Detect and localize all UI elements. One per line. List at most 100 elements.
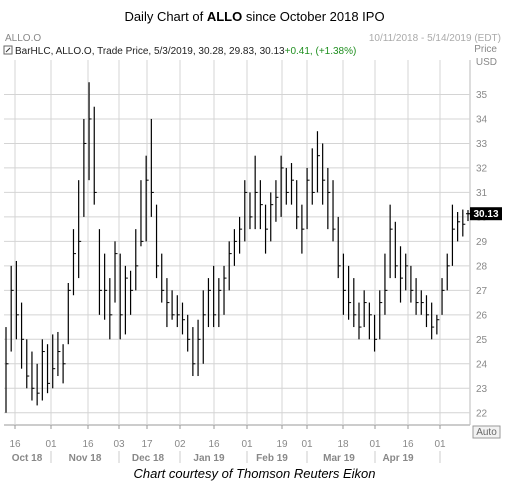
x-day-label: 18: [337, 439, 349, 450]
hlc-bar: [72, 229, 76, 296]
hlc-bar: [36, 363, 40, 406]
currency-label: USD: [476, 57, 497, 68]
hlc-bar: [394, 221, 398, 279]
hlc-bar: [327, 167, 331, 230]
hlc-bar: [197, 319, 201, 377]
hlc-bar: [431, 302, 435, 340]
legend-series-icon: [5, 47, 11, 53]
title-suffix: since October 2018 IPO: [242, 9, 385, 24]
y-tick-label: 27: [476, 286, 488, 297]
hlc-bar: [415, 278, 419, 315]
hlc-bar: [161, 253, 165, 303]
hlc-bar: [441, 278, 445, 315]
x-month-label: Apr 19: [382, 453, 414, 464]
hlc-bar: [373, 314, 378, 352]
x-month-label: Oct 18: [12, 453, 43, 464]
x-day-label: 01: [369, 439, 381, 450]
auto-scale-label: Auto: [476, 427, 497, 438]
chart-title: Daily Chart of ALLO since October 2018 I…: [0, 9, 509, 24]
title-ticker: ALLO: [206, 9, 243, 24]
hlc-bar: [31, 351, 35, 401]
x-day-label: 01: [45, 439, 57, 450]
hlc-bar: [296, 180, 300, 230]
hlc-bar: [322, 143, 326, 205]
y-tick-label: 24: [476, 359, 488, 370]
hlc-bar: [425, 295, 429, 328]
legend-change: +0.41, (+1.38%): [285, 46, 357, 57]
x-month-label: Mar 19: [323, 453, 355, 464]
hlc-bar: [93, 106, 97, 205]
hlc-bar: [348, 265, 352, 320]
hlc-bar: [129, 270, 134, 315]
hlc-bar: [280, 155, 284, 217]
x-day-label: 16: [402, 439, 414, 450]
hlc-bar: [368, 302, 372, 340]
date-range: 10/11/2018 - 5/14/2019 (EDT): [369, 33, 501, 44]
hlc-bar: [306, 167, 310, 230]
hlc-bar: [399, 246, 404, 303]
price-bars: [5, 82, 471, 413]
hlc-bar: [10, 265, 14, 352]
x-day-label: 17: [141, 439, 153, 450]
hlc-bar: [187, 314, 191, 352]
svg-text:BarHLC, ALLO.O, Trade Price, 5: BarHLC, ALLO.O, Trade Price, 5/3/2019, 3…: [15, 46, 356, 57]
hlc-bar: [52, 334, 56, 389]
hlc-bar: [337, 216, 341, 279]
chart-grid: [4, 60, 471, 426]
hlc-bar: [98, 229, 102, 315]
hlc-bar: [83, 118, 87, 217]
hlc-bar: [109, 278, 113, 340]
x-month-label: Dec 18: [132, 453, 165, 464]
hlc-bar: [20, 302, 25, 369]
hlc-bar: [218, 278, 222, 328]
hlc-bar: [213, 265, 217, 328]
x-month-label: Nov 18: [69, 453, 102, 464]
hlc-bar: [384, 253, 388, 315]
hlc-bar: [405, 253, 409, 291]
hlc-bar: [301, 204, 305, 254]
x-day-label: 16: [208, 439, 220, 450]
y-tick-label: 32: [476, 163, 488, 174]
hlc-bar: [311, 148, 315, 205]
y-tick-label: 33: [476, 139, 488, 150]
x-day-label: 01: [241, 439, 253, 450]
hlc-bar: [62, 344, 66, 384]
x-day-label: 02: [174, 439, 186, 450]
hlc-bar: [171, 290, 175, 320]
last-price-badge: [470, 207, 502, 221]
y-tick-label: 29: [476, 237, 488, 248]
chart-caption: Chart courtesy of Thomson Reuters Eikon: [133, 466, 376, 481]
hlc-bar: [353, 278, 357, 328]
x-month-label: Jan 19: [193, 453, 225, 464]
hlc-bar: [389, 204, 393, 279]
auto-scale-button[interactable]: [472, 425, 501, 439]
hlc-bar: [228, 241, 232, 291]
y-tick-label: 25: [476, 335, 488, 346]
hlc-bar: [332, 180, 336, 242]
x-month-label: Feb 19: [256, 453, 288, 464]
hlc-bar: [5, 327, 9, 413]
hlc-bar: [264, 204, 269, 254]
y-tick-label: 35: [476, 90, 488, 101]
last-price-value: 30.13: [473, 209, 498, 220]
y-tick-label: 31: [476, 188, 488, 199]
legend-label: BarHLC, ALLO.O, Trade Price, 5/3/2019, 3…: [15, 46, 285, 57]
hlc-bar: [451, 204, 455, 266]
hlc-bar: [342, 253, 346, 315]
price-axis-title: Price: [474, 44, 497, 55]
hlc-bar: [145, 155, 149, 242]
hlc-bar: [67, 283, 71, 345]
hlc-bar: [26, 339, 30, 389]
hlc-bar: [46, 344, 51, 394]
hlc-bar: [140, 180, 144, 247]
hlc-bar: [446, 253, 450, 291]
hlc-bar: [207, 278, 211, 328]
hlc-bar: [119, 253, 123, 340]
hlc-bar: [363, 290, 367, 328]
hlc-bar: [238, 216, 243, 254]
hlc-bar: [254, 155, 258, 230]
hlc-bar: [166, 278, 170, 328]
hlc-bar: [270, 192, 274, 242]
